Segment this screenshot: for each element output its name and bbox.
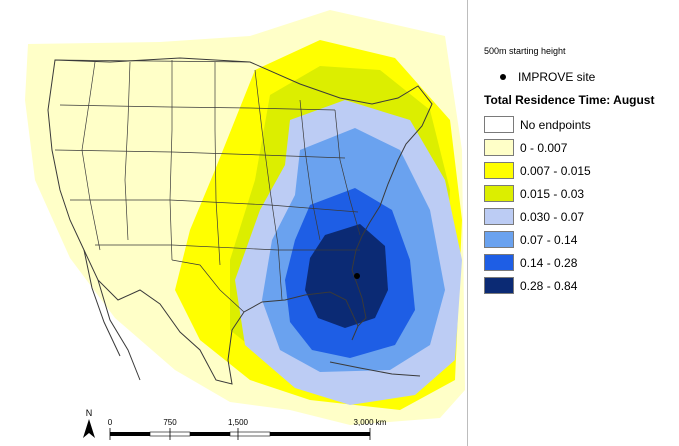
site-dot-icon	[500, 74, 506, 80]
border-texas	[171, 259, 245, 313]
legend-class-row: 0 - 0.007	[484, 136, 591, 159]
residence-time-map: 0 750 1,500 3,000 km N	[25, 10, 465, 440]
border-49th-parallel	[54, 59, 251, 63]
map-panel: 0 750 1,500 3,000 km N	[25, 0, 468, 446]
gulf-of-california	[97, 279, 141, 381]
legend-class-label: 0.030 - 0.07	[520, 209, 585, 224]
border-ohio-valley	[299, 99, 321, 241]
border-h1	[59, 104, 336, 111]
scale-label-750: 750	[163, 418, 177, 427]
legend-panel: 500m starting height IMPROVE site Total …	[484, 0, 679, 446]
north-arrow-shape	[83, 419, 95, 438]
residence-time-zones	[25, 10, 465, 425]
improve-site-dot	[354, 273, 360, 279]
baja-peninsula	[83, 249, 121, 357]
border-plains-east	[214, 62, 221, 266]
legend-swatch	[484, 116, 514, 133]
legend-class-row: 0.28 - 0.84	[484, 274, 591, 297]
scale-bar-segment-5	[270, 432, 370, 436]
north-arrow-icon: N	[83, 408, 95, 438]
scale-bar-segment-3	[190, 432, 230, 436]
legend-class-label: 0.007 - 0.015	[520, 163, 591, 178]
border-west-interior	[81, 61, 101, 251]
border-appalachian	[334, 109, 361, 236]
legend-class-row: 0.07 - 0.14	[484, 228, 591, 251]
legend-site-entry: IMPROVE site	[500, 70, 595, 84]
scale-bar: 0 750 1,500 3,000 km	[108, 418, 387, 440]
legend-class-label: 0.07 - 0.14	[520, 232, 578, 247]
legend-class-row: 0.14 - 0.28	[484, 251, 591, 274]
legend-swatch	[484, 254, 514, 271]
legend-class-label: 0.28 - 0.84	[520, 278, 578, 293]
state-borders	[54, 59, 361, 313]
starting-height-label: 500m starting height	[484, 46, 566, 56]
coastline	[47, 57, 433, 385]
florida-keys	[351, 325, 359, 341]
legend-class-row: 0.007 - 0.015	[484, 159, 591, 182]
legend-class-row: 0.030 - 0.07	[484, 205, 591, 228]
scale-label-0: 0	[108, 418, 113, 427]
scale-bar-segment-4	[229, 431, 271, 437]
scale-label-1500: 1,500	[228, 418, 249, 427]
legend-swatch	[484, 208, 514, 225]
legend-class-row: 0.015 - 0.03	[484, 182, 591, 205]
legend-swatch	[484, 185, 514, 202]
legend-class-list: No endpoints 0 - 0.007 0.007 - 0.015 0.015 …	[484, 113, 591, 297]
scale-label-3000: 3,000 km	[354, 418, 387, 427]
scale-bar-segment-1	[110, 432, 150, 436]
cuba	[329, 361, 421, 377]
legend-swatch	[484, 162, 514, 179]
legend-swatch	[484, 277, 514, 294]
border-h4	[95, 244, 360, 251]
border-mississippi	[254, 69, 283, 301]
legend-class-row: No endpoints	[484, 113, 591, 136]
legend-swatch	[484, 231, 514, 248]
improve-site-marker	[354, 273, 360, 279]
legend-class-label: 0 - 0.007	[520, 140, 568, 155]
legend-site-label: IMPROVE site	[518, 70, 596, 84]
legend-class-label: 0.14 - 0.28	[520, 255, 578, 270]
border-rockies	[124, 61, 131, 241]
north-america-outline	[47, 57, 433, 385]
north-label: N	[86, 408, 93, 418]
legend-class-label: No endpoints	[520, 117, 591, 132]
legend-swatch	[484, 139, 514, 156]
border-h2	[54, 149, 346, 159]
border-plains-west	[169, 60, 173, 261]
border-h3	[70, 199, 359, 213]
legend-class-label: 0.015 - 0.03	[520, 186, 585, 201]
legend-title: Total Residence Time: August	[484, 93, 655, 107]
